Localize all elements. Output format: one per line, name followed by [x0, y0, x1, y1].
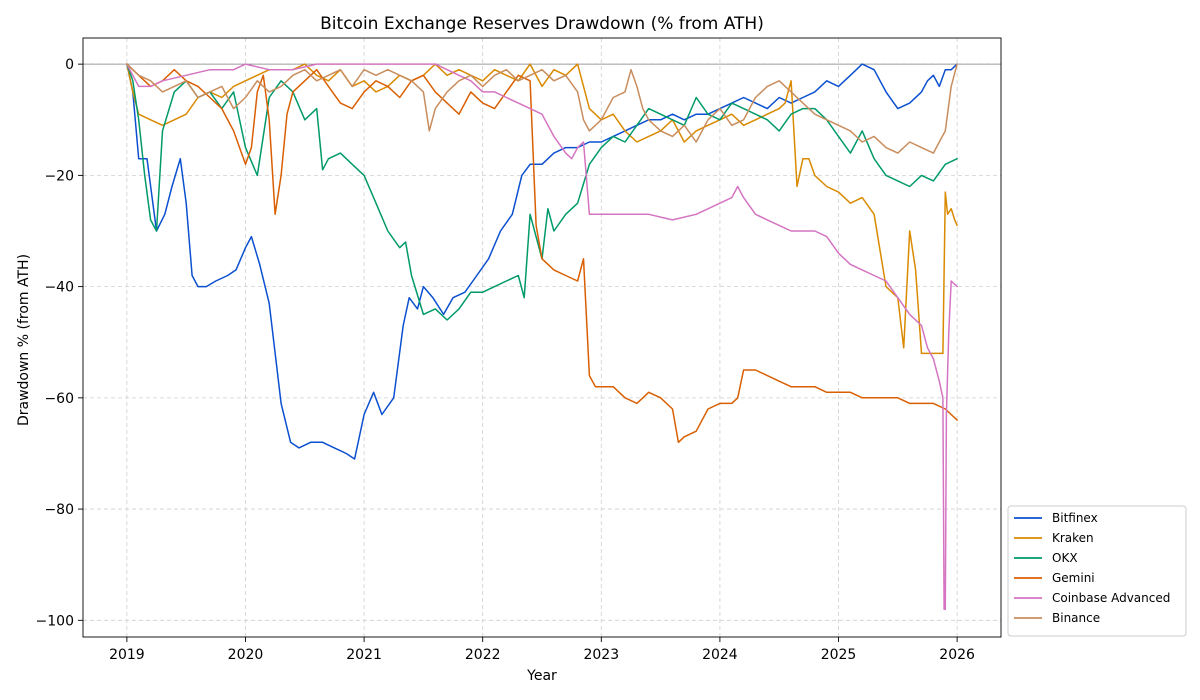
series-layer [126, 63, 958, 610]
x-axis-label: Year [526, 668, 557, 684]
legend-label-gemini: Gemini [1052, 571, 1095, 585]
x-tick-label: 2022 [465, 647, 501, 663]
y-tick-label: −60 [44, 391, 74, 407]
legend-box [1007, 505, 1187, 637]
y-tick-label: −80 [44, 502, 74, 518]
legend: Bitfinex Kraken OKX Gemini Coinbase Advanced… [1007, 505, 1187, 637]
legend-label-okx: OKX [1052, 551, 1078, 565]
legend-label-binance: Binance [1052, 611, 1100, 625]
x-tick-label: 2019 [109, 647, 145, 663]
legend-label-kraken: Kraken [1052, 531, 1094, 545]
y-tick-label: −20 [44, 168, 74, 184]
x-axis-ticks: 2019 2020 2021 2022 2023 2024 2025 2026 [109, 637, 975, 663]
x-tick-label: 2020 [228, 647, 264, 663]
y-axis-ticks: 0 −20 −40 −60 −80 −100 [36, 57, 83, 629]
y-axis-label: Drawdown % (from ATH) [16, 254, 32, 426]
x-tick-label: 2026 [939, 647, 975, 663]
series-line-gemini [126, 63, 958, 444]
series-line-binance [126, 63, 958, 154]
plot-frame [82, 37, 1002, 638]
series-line-coinbase-advanced [126, 63, 958, 610]
x-tick-label: 2025 [821, 647, 857, 663]
y-tick-label: −40 [44, 280, 74, 296]
x-tick-label: 2024 [702, 647, 738, 663]
series-line-okx [126, 63, 958, 321]
x-tick-label: 2023 [583, 647, 619, 663]
x-tick-label: 2021 [346, 647, 382, 663]
series-line-bitfinex [126, 63, 958, 460]
legend-label-coinbase-advanced: Coinbase Advanced [1052, 591, 1170, 605]
legend-label-bitfinex: Bitfinex [1052, 511, 1098, 525]
y-tick-label: −100 [36, 613, 74, 629]
y-tick-label: 0 [65, 57, 74, 73]
chart-title: Bitcoin Exchange Reserves Drawdown (% fr… [320, 14, 764, 34]
